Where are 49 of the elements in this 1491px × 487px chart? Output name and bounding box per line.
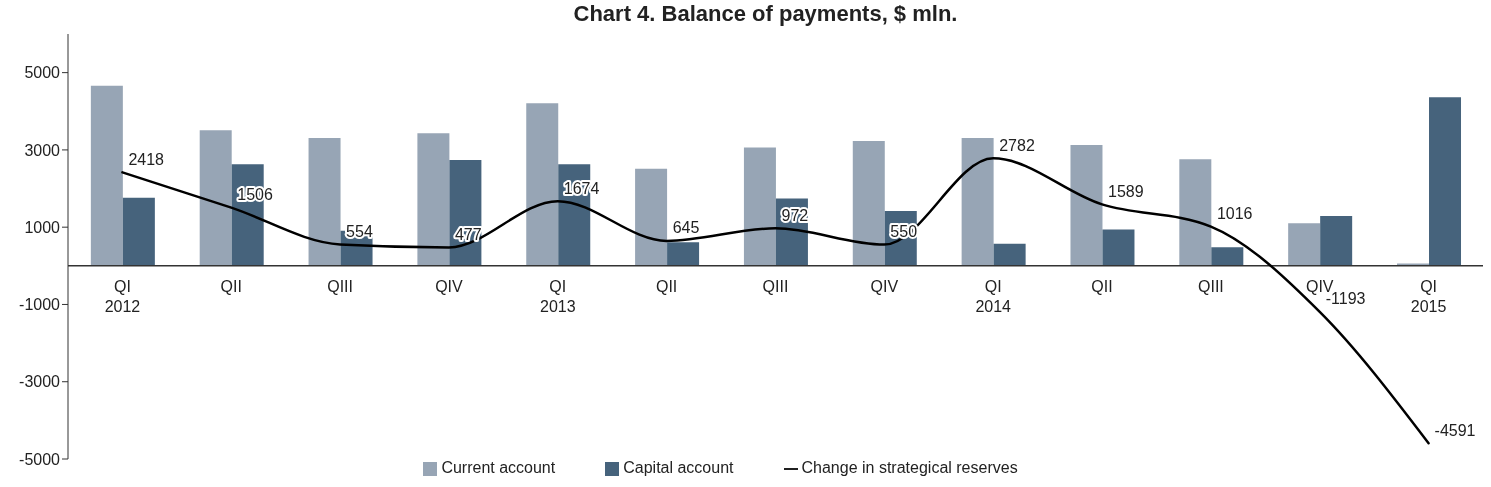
x-tick-label: QIII xyxy=(762,277,789,295)
bar xyxy=(961,137,994,266)
bar xyxy=(852,141,885,266)
data-label: 2782 xyxy=(999,136,1035,154)
bar xyxy=(199,130,232,266)
x-tick-label: QIV xyxy=(870,277,899,295)
legend-label: Current account xyxy=(441,459,556,476)
x-tick-label: QI 2015 xyxy=(1410,277,1447,315)
bar xyxy=(308,137,341,266)
chart-title: Chart 4. Balance of payments, $ mln. xyxy=(572,0,959,28)
x-tick-label: QI 2014 xyxy=(975,277,1012,315)
bar xyxy=(1320,215,1353,266)
y-tick-label: -3000 xyxy=(19,373,61,391)
legend-label: Change in strategical reserves xyxy=(801,459,1018,476)
bar xyxy=(635,168,668,266)
bar xyxy=(526,103,559,266)
bar xyxy=(1211,247,1244,266)
y-tick-label: 1000 xyxy=(24,218,61,236)
bar xyxy=(1102,229,1135,266)
x-tick-label: QII xyxy=(655,277,678,295)
x-tick-label: QI 2012 xyxy=(104,277,141,315)
y-tick-label: -5000 xyxy=(19,450,61,468)
bar xyxy=(90,85,123,266)
data-label: 477 xyxy=(454,225,482,243)
bar xyxy=(122,197,155,266)
y-tick-label: 3000 xyxy=(24,141,61,159)
bar xyxy=(743,147,776,266)
x-tick-label: QI 2013 xyxy=(540,277,576,315)
bar xyxy=(1070,144,1103,266)
data-label: 972 xyxy=(781,206,809,224)
bar xyxy=(993,243,1026,266)
bar xyxy=(667,242,700,266)
bar xyxy=(417,133,450,266)
data-label: 2418 xyxy=(128,150,165,168)
bar xyxy=(1288,223,1321,266)
bar xyxy=(1179,159,1212,266)
x-tick-label: QIII xyxy=(327,277,354,295)
x-tick-label: QIII xyxy=(1197,277,1224,295)
data-label: -4591 xyxy=(1434,421,1476,439)
data-label: 645 xyxy=(672,219,700,237)
bar xyxy=(1429,97,1462,266)
x-tick-label: QII xyxy=(1091,277,1113,295)
x-tick-label: QII xyxy=(220,277,242,295)
x-tick-label: QIV xyxy=(435,277,464,295)
data-label: 1016 xyxy=(1216,205,1253,223)
y-tick-label: -1000 xyxy=(19,296,61,314)
legend-label: Capital account xyxy=(623,459,734,476)
data-label: 1589 xyxy=(1108,182,1144,200)
y-tick-label: 5000 xyxy=(24,64,61,82)
